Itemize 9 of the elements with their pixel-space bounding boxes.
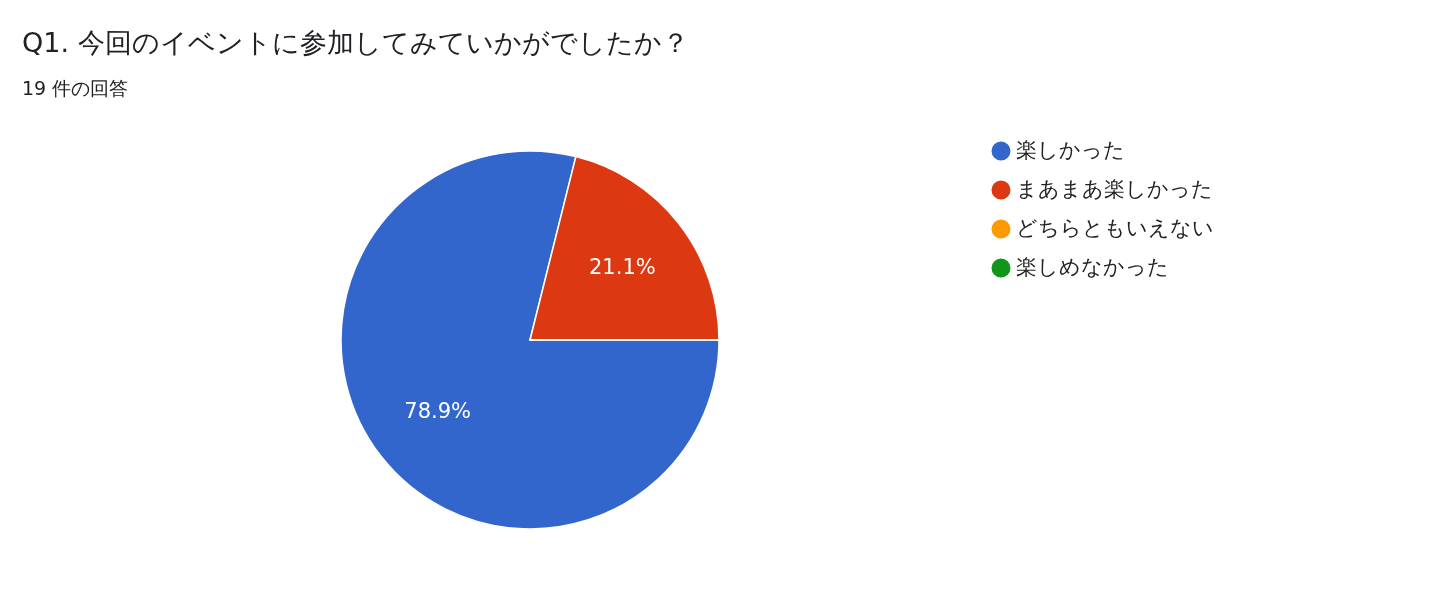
chart-title: Q1. 今回のイベントに参加してみていかがでしたか？ [22, 27, 689, 58]
legend-label: 楽しかった [1016, 138, 1125, 162]
data-label: 78.9% [404, 399, 471, 424]
legend-label: どちらともいえない [1016, 216, 1214, 240]
legend-label: まあまあ楽しかった [1016, 177, 1213, 201]
pie-slice [340, 150, 720, 530]
legend-label: 楽しめなかった [1016, 255, 1169, 279]
data-label: 21.1% [589, 254, 656, 279]
text: 19 件の回答 [22, 77, 129, 99]
